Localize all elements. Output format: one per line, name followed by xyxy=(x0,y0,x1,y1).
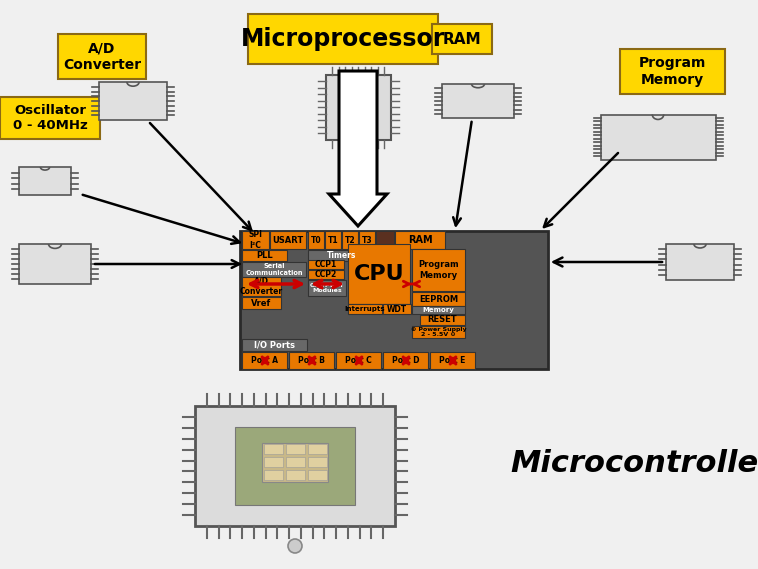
Bar xyxy=(342,231,358,249)
Text: T0: T0 xyxy=(311,236,321,245)
Text: I/O Ports: I/O Ports xyxy=(254,340,295,349)
Text: EEPROM: EEPROM xyxy=(419,295,458,303)
Bar xyxy=(264,456,283,467)
Text: T1: T1 xyxy=(327,236,338,245)
Bar xyxy=(432,24,492,54)
Text: A/D
Converter: A/D Converter xyxy=(240,277,283,296)
Bar xyxy=(286,444,305,453)
Bar xyxy=(420,315,465,325)
Text: A/D
Converter: A/D Converter xyxy=(63,42,141,72)
Text: ⊕ Power Supply
2 - 5.5V ⊖: ⊕ Power Supply 2 - 5.5V ⊖ xyxy=(411,327,466,337)
Text: Port A: Port A xyxy=(251,356,278,365)
Bar xyxy=(19,167,71,195)
Bar xyxy=(242,250,287,261)
Bar xyxy=(666,244,734,280)
Text: Program
Memory: Program Memory xyxy=(418,260,459,280)
Bar xyxy=(195,406,395,526)
Bar xyxy=(395,231,445,249)
Bar xyxy=(348,304,382,314)
Bar xyxy=(412,326,465,338)
Bar xyxy=(248,14,438,64)
Bar xyxy=(412,306,465,314)
Text: Port B: Port B xyxy=(298,356,325,365)
Bar xyxy=(289,352,334,369)
Bar xyxy=(340,89,376,125)
Bar xyxy=(99,82,167,120)
FancyArrow shape xyxy=(329,71,387,226)
Text: T3: T3 xyxy=(362,236,372,245)
Bar xyxy=(383,352,428,369)
Bar xyxy=(359,231,375,249)
Text: RESET: RESET xyxy=(428,315,457,324)
Bar xyxy=(242,297,281,309)
Bar xyxy=(430,352,475,369)
Bar xyxy=(19,244,91,284)
Bar xyxy=(325,75,390,139)
Text: Port D: Port D xyxy=(392,356,419,365)
Text: RAM: RAM xyxy=(408,235,432,245)
Bar xyxy=(412,292,465,306)
Bar xyxy=(240,231,548,369)
Text: Oscillator
0 - 40MHz: Oscillator 0 - 40MHz xyxy=(13,104,87,132)
Bar xyxy=(264,444,283,453)
Bar xyxy=(242,262,306,277)
Bar xyxy=(383,304,411,314)
Text: Vref: Vref xyxy=(252,299,271,307)
Bar xyxy=(308,250,376,261)
Bar xyxy=(242,231,269,249)
Text: CPU: CPU xyxy=(354,264,404,284)
Bar xyxy=(376,231,394,249)
Bar xyxy=(235,427,355,505)
Text: T2: T2 xyxy=(345,236,356,245)
Text: Microcontroller: Microcontroller xyxy=(510,450,758,479)
Text: RAM: RAM xyxy=(443,31,481,47)
Text: Interrupts: Interrupts xyxy=(345,306,385,312)
Bar xyxy=(600,114,716,159)
Text: Program
Memory: Program Memory xyxy=(639,56,706,86)
Bar xyxy=(442,84,514,118)
Text: Timers: Timers xyxy=(327,251,357,260)
Circle shape xyxy=(288,539,302,553)
Bar xyxy=(308,469,327,480)
Bar xyxy=(242,277,281,296)
Bar xyxy=(242,352,287,369)
Bar xyxy=(308,456,327,467)
Bar xyxy=(336,352,381,369)
Text: Port E: Port E xyxy=(440,356,465,365)
Bar xyxy=(308,444,327,453)
Bar xyxy=(308,280,346,296)
Bar xyxy=(58,34,146,79)
Bar xyxy=(325,231,341,249)
Bar xyxy=(270,231,306,249)
Text: Port C: Port C xyxy=(345,356,372,365)
Text: WDT: WDT xyxy=(387,304,407,314)
Bar xyxy=(308,270,344,279)
Text: PLL: PLL xyxy=(256,251,273,260)
Text: CCP1: CCP1 xyxy=(315,260,337,269)
Text: Microprocessor: Microprocessor xyxy=(241,27,445,51)
Bar xyxy=(308,231,324,249)
Bar xyxy=(412,249,465,291)
Bar xyxy=(0,97,100,139)
Bar xyxy=(286,469,305,480)
Bar xyxy=(264,469,283,480)
Text: Serial
Communication: Serial Communication xyxy=(246,263,302,276)
Text: CCP2: CCP2 xyxy=(315,270,337,279)
Bar xyxy=(262,443,328,481)
Bar xyxy=(308,260,344,269)
Bar xyxy=(348,244,410,304)
Bar xyxy=(286,456,305,467)
Text: USART: USART xyxy=(272,236,304,245)
Text: Memory: Memory xyxy=(422,307,455,313)
Text: SPI
I²C: SPI I²C xyxy=(249,230,262,250)
Bar xyxy=(242,339,307,351)
Bar xyxy=(620,49,725,94)
Text: CCP/PWM
Modules: CCP/PWM Modules xyxy=(310,283,344,294)
